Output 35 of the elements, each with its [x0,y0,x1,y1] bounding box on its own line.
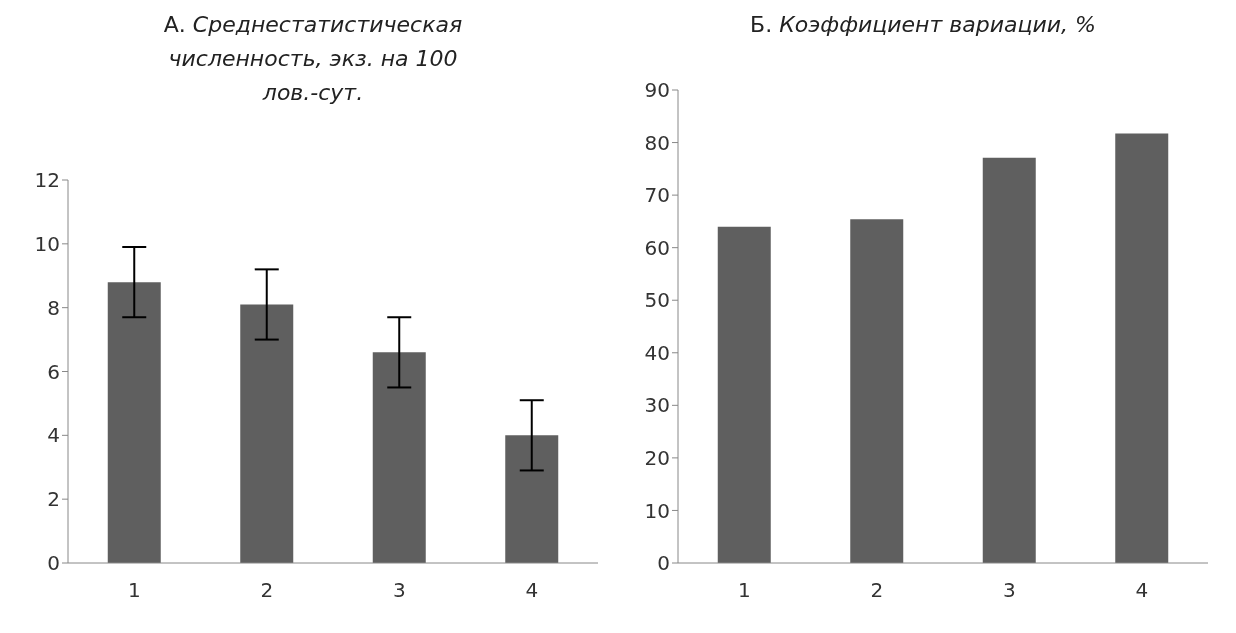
bar [372,352,426,563]
x-tick-label: 3 [392,578,406,603]
bar [717,226,771,563]
chart-title: Б. Коэффициент вариации, % [750,12,1096,37]
y-tick-label: 4 [47,423,60,448]
x-tick-label: 3 [1002,578,1016,603]
y-tick-label: 90 [644,78,670,103]
x-tick-label: 1 [127,578,141,603]
x-tick-label: 2 [260,578,274,603]
y-tick-label: 20 [644,445,670,470]
bar [240,304,294,563]
y-tick-label: 70 [644,183,670,208]
y-tick-label: 50 [644,288,670,313]
y-tick-label: 2 [47,487,60,512]
bar [982,157,1036,563]
chart-title: А. Среднестатистическая численность, экз. на 100 лов.-сут. [163,12,463,105]
y-tick-label: 0 [657,551,670,576]
y-tick-label: 10 [644,498,670,523]
bar [107,282,161,563]
x-tick-label: 1 [737,578,751,603]
y-tick-label: 6 [47,359,60,384]
bar [1115,133,1169,563]
y-tick-label: 0 [47,551,60,576]
y-tick-label: 40 [644,340,670,365]
x-tick-label: 2 [870,578,884,603]
x-tick-label: 4 [1135,578,1149,603]
y-tick-label: 12 [34,168,60,193]
bar [850,219,904,563]
y-tick-label: 30 [644,393,670,418]
bar [505,435,559,563]
y-tick-label: 10 [34,231,60,256]
x-tick-label: 4 [525,578,539,603]
y-tick-label: 60 [644,235,670,260]
y-tick-label: 8 [47,295,60,320]
y-tick-label: 80 [644,130,670,155]
